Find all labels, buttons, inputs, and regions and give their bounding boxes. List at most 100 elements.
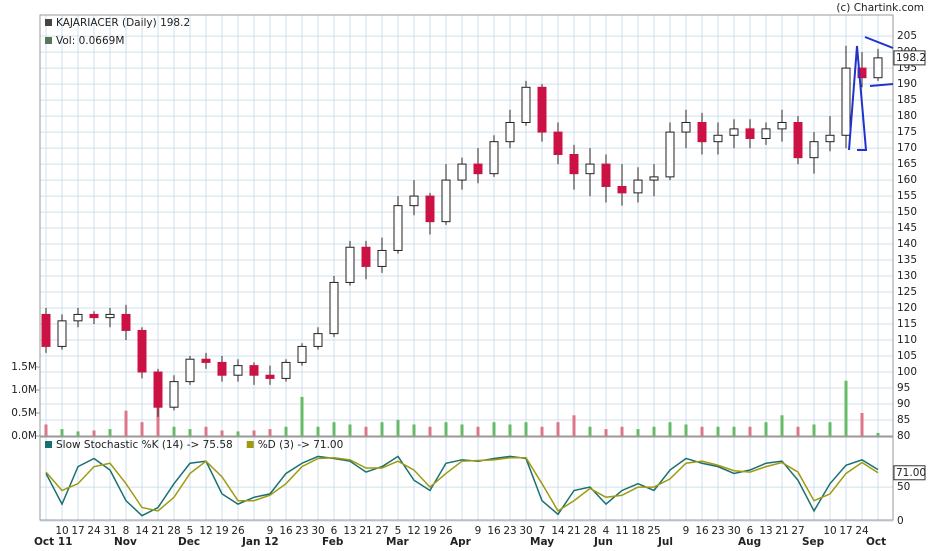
chart-title: KAJARIACER (Daily) 198.2 — [56, 17, 190, 29]
candle-body — [265, 374, 275, 379]
y-tick-label: 90 — [897, 398, 910, 410]
volume-bar — [556, 422, 560, 436]
volume-bar — [716, 426, 720, 436]
y-tick-label: 95 — [897, 382, 910, 394]
candle-body — [745, 128, 755, 139]
x-tick-label: 21 — [359, 525, 372, 537]
candle-body — [489, 141, 499, 175]
x-tick-label: 19 — [215, 525, 228, 537]
y-tick-label: 185 — [897, 94, 917, 106]
volume-bar — [412, 424, 416, 436]
x-tick-label: 14 — [135, 525, 149, 537]
legend-swatch — [45, 441, 52, 448]
price-panel — [39, 14, 894, 437]
volume-bar — [220, 430, 224, 436]
candle-body — [649, 176, 659, 181]
x-tick-label: 16 — [695, 525, 709, 537]
x-tick-label: 6 — [331, 525, 338, 537]
volume-tick-label: 1.0M — [11, 384, 37, 396]
x-tick-label: 30 — [727, 525, 740, 537]
x-tick-label: 30 — [519, 525, 532, 537]
candle-body — [521, 86, 531, 123]
volume-bar — [620, 426, 624, 436]
legend-swatch — [246, 441, 254, 448]
volume-tick-label: 0.0M — [11, 430, 37, 442]
candle-body — [585, 163, 595, 175]
candle-body — [169, 381, 179, 408]
trend-annotation — [848, 45, 868, 151]
y-tick-label: 190 — [897, 78, 917, 90]
stochastic-panel — [39, 436, 894, 521]
x-tick-label: 17 — [71, 525, 84, 537]
volume-bar — [492, 422, 496, 436]
volume-bar — [396, 419, 400, 436]
month-label: Oct — [866, 536, 886, 548]
volume-bar — [108, 429, 112, 436]
y-tick-label: 105 — [897, 350, 917, 362]
y-tick-label: 155 — [897, 190, 917, 202]
y-tick-label: 135 — [897, 254, 917, 266]
volume-bar — [444, 422, 448, 436]
volume-bar — [156, 403, 160, 436]
y-tick-label: 170 — [897, 142, 917, 154]
value-label-box — [893, 465, 926, 481]
last-price-label: 198.2 — [896, 52, 926, 64]
candle-body — [41, 313, 51, 347]
y-tick-label: 0 — [897, 515, 904, 527]
y-tick-label: 205 — [897, 30, 917, 42]
volume-bar — [636, 429, 640, 436]
candle-body — [393, 205, 403, 251]
y-tick-label: 50 — [897, 481, 910, 493]
x-tick-label: 26 — [439, 525, 453, 537]
stochastic-line — [45, 457, 879, 512]
volume-bar — [236, 431, 240, 436]
candle-body — [601, 163, 611, 187]
legend-label: Slow Stochastic %K (14) -> 75.58 — [56, 439, 233, 451]
x-tick-label: 6 — [747, 525, 754, 537]
legend-label: %D (3) -> 71.00 — [258, 439, 344, 451]
y-tick-label: 100 — [897, 366, 917, 378]
legend-swatch — [45, 19, 52, 26]
x-tick-label: 12 — [199, 525, 212, 537]
candle-body — [201, 358, 211, 363]
trend-annotation — [869, 83, 894, 87]
candle-body — [137, 329, 147, 373]
y-tick-label: 150 — [897, 206, 917, 218]
candle-body — [729, 128, 739, 136]
month-label: Aug — [738, 536, 761, 548]
x-tick-label: 28 — [583, 525, 596, 537]
x-tick-label: 11 — [615, 525, 628, 537]
volume-bar — [844, 380, 848, 436]
y-tick-label: 180 — [897, 110, 917, 122]
candle-body — [441, 179, 451, 223]
volume-bar — [668, 422, 672, 436]
candle-body — [633, 179, 643, 194]
candle-body — [681, 121, 691, 133]
x-tick-label: 5 — [187, 525, 194, 537]
candle-body — [329, 281, 339, 335]
y-tick-label: 175 — [897, 126, 917, 138]
candle-body — [569, 153, 579, 175]
volume-bar — [524, 422, 528, 436]
volume-bar — [60, 429, 64, 436]
x-tick-label: 31 — [103, 525, 116, 537]
y-tick-label: 80 — [897, 430, 910, 442]
y-tick-label: 120 — [897, 302, 917, 314]
y-tick-label: 125 — [897, 286, 917, 298]
x-tick-label: 8 — [123, 525, 130, 537]
volume-bar — [316, 426, 320, 436]
candle-body — [121, 313, 131, 331]
x-tick-label: 18 — [631, 525, 644, 537]
candle-body — [665, 131, 675, 178]
month-label: Sep — [802, 536, 825, 548]
candle-body — [825, 134, 835, 143]
volume-bar — [572, 415, 576, 436]
x-tick-label: 27 — [375, 525, 388, 537]
volume-bar — [380, 422, 384, 436]
candle-body — [105, 313, 115, 319]
volume-bar — [476, 426, 480, 436]
last-price-box — [893, 50, 926, 66]
source: (c) Chartink.com — [836, 2, 924, 14]
